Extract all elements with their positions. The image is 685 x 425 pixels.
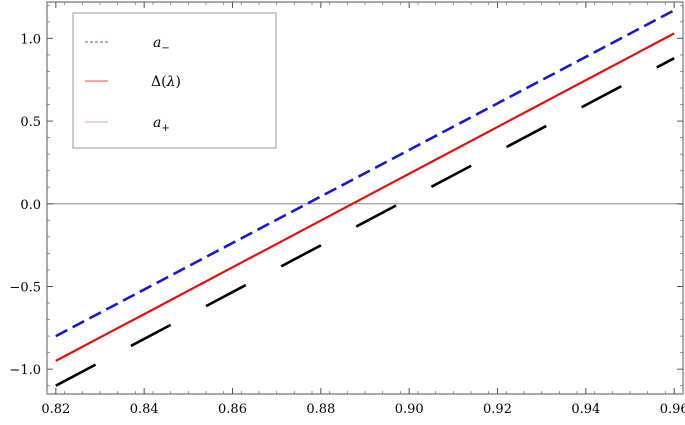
series-line-0 xyxy=(55,9,675,338)
legend-label-a-minus: a− xyxy=(153,35,170,54)
legend: a− Δ(λ) a+ xyxy=(72,12,277,149)
legend-box xyxy=(72,12,277,149)
series-layer xyxy=(55,9,675,387)
x-tick-label: 0.84 xyxy=(130,402,159,417)
x-tick-label: 0.86 xyxy=(218,402,247,417)
y-tick-label: 1.0 xyxy=(20,32,41,47)
x-tick-label: 0.96 xyxy=(660,402,685,417)
x-tick-label: 0.94 xyxy=(571,402,600,417)
x-tick-label: 0.88 xyxy=(306,402,335,417)
x-tick-label: 0.90 xyxy=(395,402,424,417)
ticks-layer: 0.82 0.84 0.86 0.88 0.90 0.92 0.94 0.96 −1.0 −0.5… xyxy=(9,2,685,417)
y-tick-label: −0.5 xyxy=(9,280,41,295)
legend-label-a-plus: a+ xyxy=(153,115,170,134)
x-tick-label: 0.82 xyxy=(41,402,70,417)
y-tick-label: 0.5 xyxy=(20,115,41,130)
x-tick-label: 0.92 xyxy=(483,402,512,417)
series-line-1 xyxy=(55,32,675,362)
y-tick-label: −1.0 xyxy=(9,363,41,378)
series-line-2 xyxy=(55,57,675,387)
legend-label-delta-lambda: Δ(λ) xyxy=(151,74,181,90)
y-tick-label: 0.0 xyxy=(20,198,41,213)
